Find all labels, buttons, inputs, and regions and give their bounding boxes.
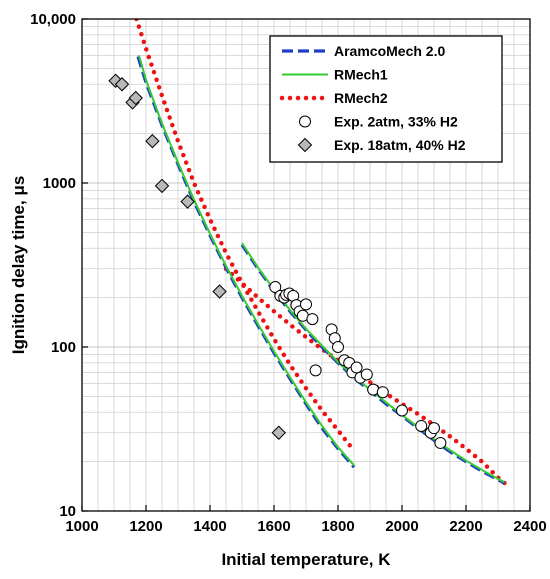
data-point-exp-18atm-40-h2	[114, 77, 130, 92]
series-line-rmech2-1	[134, 19, 355, 451]
x-tick-label: 2400	[513, 518, 546, 535]
legend-swatch-exp-18atm-40-h2	[297, 137, 313, 153]
legend-box	[269, 35, 503, 163]
y-axis-label: Ignition delay time, μs	[9, 176, 28, 355]
plot-area	[108, 19, 512, 490]
plot-frame	[81, 18, 531, 512]
x-axis-label: Initial temperature, K	[221, 550, 391, 569]
data-point-exp-18atm-40-h2	[145, 133, 160, 149]
data-point-exp-2atm-33-h2	[360, 368, 373, 381]
x-tick-label: 1600	[257, 518, 290, 535]
data-point-exp-18atm-40-h2	[271, 425, 287, 440]
x-tick-label: 1800	[321, 518, 354, 535]
legend: AramcoMech 2.0 RMech1 RMech2 Exp. 2atm, 33%…	[269, 35, 503, 163]
data-point-exp-2atm-33-h2	[376, 386, 389, 399]
legend-label-exp-2atm-33-h2: Exp. 2atm, 33% H2	[334, 114, 458, 130]
data-point-exp-2atm-33-h2	[306, 313, 319, 326]
axis-ticks: 1000 1200 1400 1600 1800 2000 2200 2400 10 100 100…	[30, 11, 547, 535]
x-tick-label: 1000	[65, 518, 98, 535]
data-point-exp-2atm-33-h2	[269, 281, 282, 294]
series-line-rmech1-2	[241, 242, 505, 484]
data-point-exp-18atm-40-h2	[154, 178, 170, 194]
y-tick-label: 100	[51, 339, 76, 356]
x-tick-label: 1400	[193, 518, 226, 535]
data-point-exp-2atm-33-h2	[428, 422, 440, 435]
data-point-exp-18atm-40-h2	[212, 284, 227, 299]
data-point-exp-2atm-33-h2	[415, 419, 428, 432]
data-point-exp-18atm-40-h2	[128, 90, 143, 106]
x-tick-label: 2000	[385, 518, 418, 535]
y-tick-label: 10	[59, 503, 76, 520]
series-line-rmech1-1	[137, 55, 355, 466]
x-tick-label: 2200	[449, 518, 482, 535]
y-tick-label: 10,000	[30, 11, 76, 28]
legend-swatch-exp-2atm-33-h2	[299, 115, 311, 128]
data-point-exp-2atm-33-h2	[350, 361, 363, 374]
legend-label-rmech1: RMech1	[334, 67, 388, 83]
legend-label-aramcomech-2-0: AramcoMech 2.0	[334, 43, 445, 59]
legend-label-exp-18atm-40-h2: Exp. 18atm, 40% H2	[334, 137, 466, 153]
data-point-exp-2atm-33-h2	[300, 298, 312, 311]
data-point-exp-2atm-33-h2	[332, 341, 344, 353]
data-point-exp-2atm-33-h2	[396, 404, 408, 417]
y-tick-label: 1000	[43, 175, 76, 192]
data-point-exp-2atm-33-h2	[434, 436, 447, 449]
data-point-exp-18atm-40-h2	[180, 194, 195, 209]
series-line-rmech2-2	[223, 266, 512, 490]
legend-label-rmech2: RMech2	[334, 90, 388, 106]
series-layer	[108, 19, 512, 490]
data-point-exp-2atm-33-h2	[309, 364, 322, 377]
x-tick-label: 1200	[129, 518, 162, 535]
